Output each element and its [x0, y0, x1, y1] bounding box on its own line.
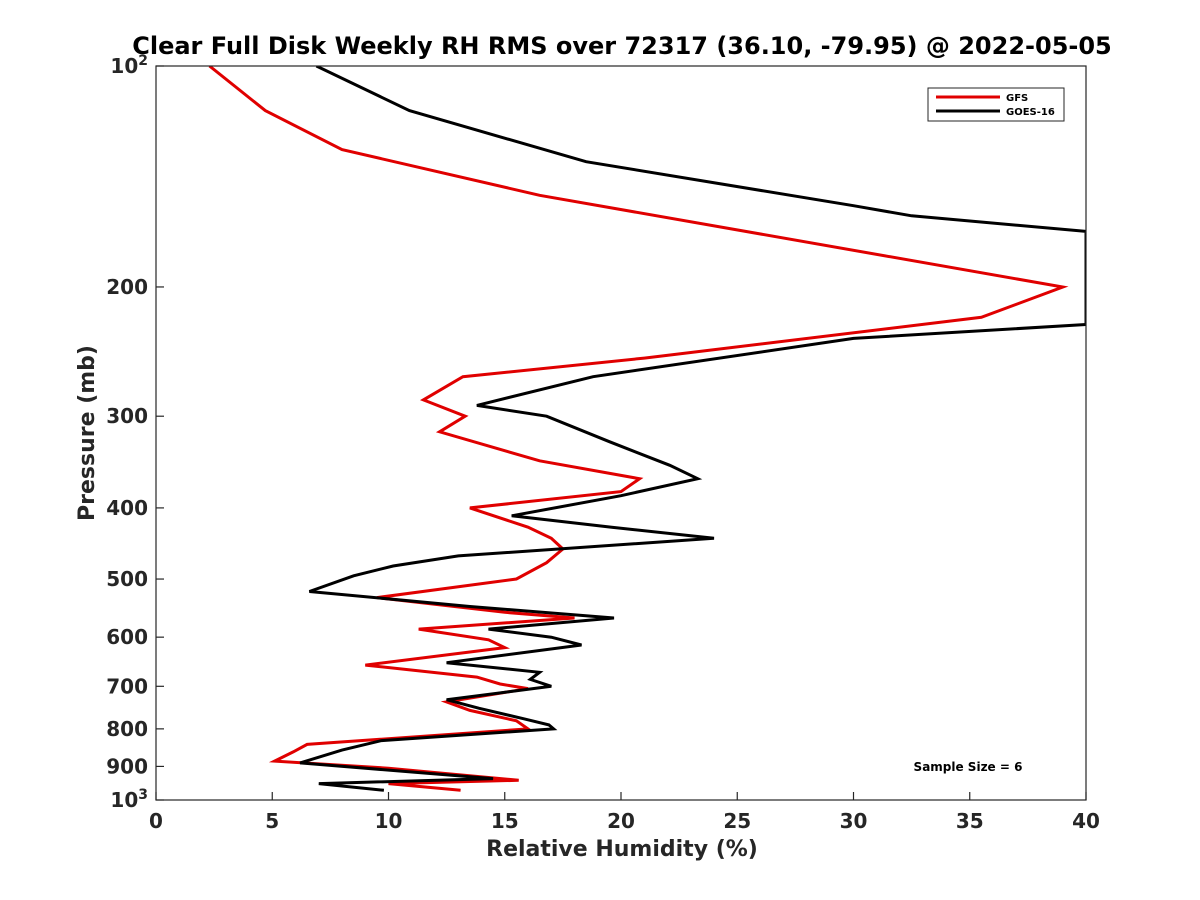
legend: GFS GOES-16 [927, 87, 1065, 122]
series-line-goes-16 [299, 66, 1086, 792]
y-tick-label: 102 [110, 53, 148, 78]
y-tick-label: 700 [106, 674, 148, 698]
chart-title: Clear Full Disk Weekly RH RMS over 72317… [132, 32, 1112, 60]
legend-entry: GFS [1006, 93, 1028, 104]
x-tick-label: 25 [723, 809, 751, 833]
y-tick-exponent: 3 [138, 787, 148, 803]
y-tick-label: 103 [110, 787, 148, 812]
plot-frame [155, 65, 1087, 801]
y-tick-label: 900 [106, 754, 148, 778]
series-layer [208, 66, 1086, 792]
x-tick-label: 40 [1072, 809, 1100, 833]
legend-entry: GOES-16 [1006, 107, 1055, 118]
y-tick-label: 800 [106, 717, 148, 741]
x-axis: 0 5 10 15 20 25 30 35 40 [149, 792, 1100, 833]
x-tick-label: 5 [265, 809, 279, 833]
y-tick-label: 200 [106, 275, 148, 299]
y-tick-exponent: 2 [138, 53, 148, 69]
sample-size-annotation: Sample Size = 6 [914, 760, 1023, 774]
y-tick-label: 400 [106, 496, 148, 520]
y-tick-base: 10 [110, 54, 138, 78]
x-tick-label: 10 [375, 809, 403, 833]
y-tick-base: 10 [110, 788, 138, 812]
x-axis-label: Relative Humidity (%) [486, 837, 758, 862]
y-axis-label: Pressure (mb) [75, 345, 100, 521]
x-tick-label: 0 [149, 809, 163, 833]
x-tick-label: 20 [607, 809, 635, 833]
x-tick-label: 15 [491, 809, 519, 833]
series-line-gfs [208, 66, 1069, 792]
legend-box [927, 87, 1065, 122]
x-tick-label: 35 [956, 809, 984, 833]
y-tick-label: 500 [106, 567, 148, 591]
y-tick-label: 600 [106, 625, 148, 649]
y-tick-label: 300 [106, 404, 148, 428]
x-tick-label: 30 [840, 809, 868, 833]
